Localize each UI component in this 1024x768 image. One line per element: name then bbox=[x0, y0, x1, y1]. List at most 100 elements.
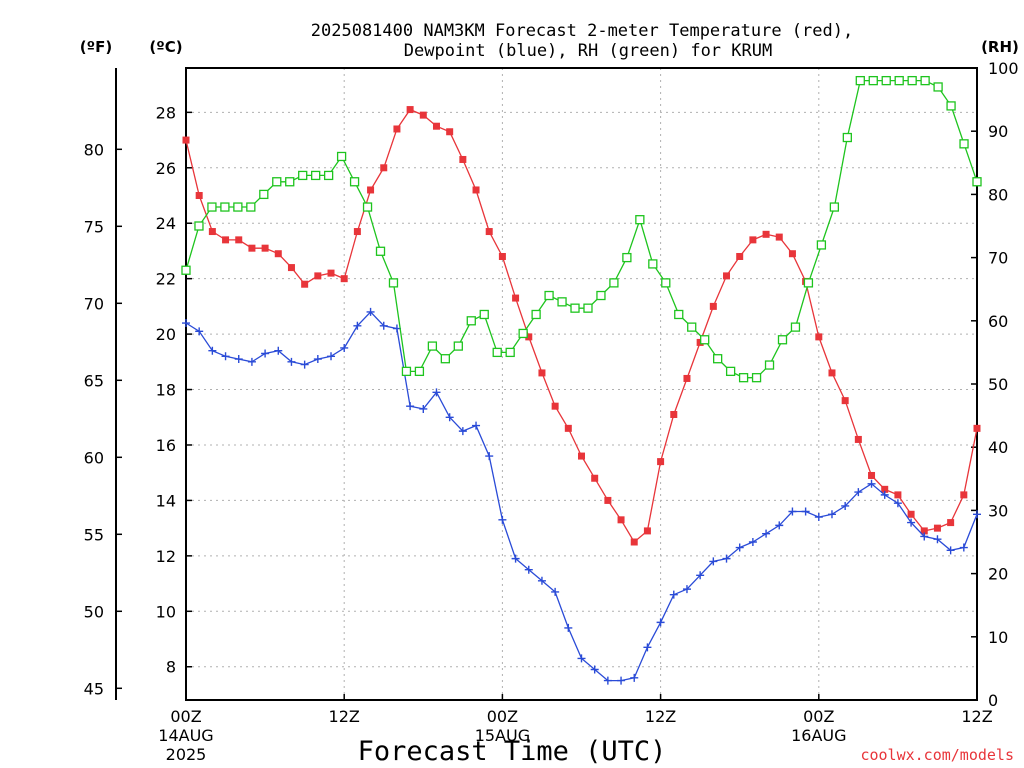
rh-point bbox=[427, 341, 438, 351]
temperature-point bbox=[828, 369, 836, 377]
rh-point bbox=[531, 309, 541, 320]
temperature-point bbox=[868, 471, 876, 479]
rh-point bbox=[816, 240, 827, 250]
temperature-point bbox=[459, 155, 467, 163]
celsius-tick-label: 18 bbox=[156, 381, 176, 400]
rh-point bbox=[609, 278, 619, 288]
temperature-point bbox=[301, 280, 309, 288]
dewpoint-point bbox=[379, 321, 388, 330]
temperature-point bbox=[723, 272, 731, 280]
rh-point bbox=[920, 75, 930, 86]
rh-point bbox=[933, 82, 943, 92]
chart-title-line1: 2025081400 NAM3KM Forecast 2-meter Tempe… bbox=[311, 21, 853, 41]
rh-point bbox=[505, 347, 515, 358]
dewpoint-point bbox=[406, 402, 415, 411]
temperature-point bbox=[775, 233, 783, 241]
dewpoint-point bbox=[920, 532, 929, 541]
rh-point bbox=[298, 170, 308, 181]
rh-tick-label: 80 bbox=[988, 185, 1008, 204]
celsius-tick-label: 24 bbox=[156, 214, 176, 233]
rh-point bbox=[674, 309, 684, 320]
rh-point bbox=[868, 75, 878, 86]
dewpoint-point bbox=[880, 490, 889, 499]
dewpoint-point bbox=[419, 404, 428, 413]
rh-point bbox=[233, 202, 243, 212]
temperature-point bbox=[762, 230, 770, 238]
dewpoint-point bbox=[801, 507, 810, 516]
celsius-tick-label: 26 bbox=[156, 159, 176, 178]
rh-point bbox=[466, 316, 476, 326]
dewpoint-point bbox=[907, 518, 916, 527]
temperature-point bbox=[894, 491, 902, 499]
x-tick-date: 15AUG bbox=[475, 726, 530, 745]
x-tick-label: 12Z bbox=[329, 707, 360, 726]
dewpoint-point bbox=[841, 501, 850, 510]
fahrenheit-tick-label: 65 bbox=[84, 371, 104, 390]
fahrenheit-tick-label: 70 bbox=[84, 294, 104, 313]
rh-point bbox=[453, 341, 463, 351]
rh-point bbox=[323, 170, 334, 181]
dewpoint-point bbox=[854, 488, 863, 497]
dewpoint-point bbox=[775, 521, 784, 530]
celsius-tick-label: 12 bbox=[156, 547, 176, 566]
fahrenheit-tick-label: 80 bbox=[84, 140, 104, 159]
temperature-point bbox=[208, 228, 216, 236]
temperature-point bbox=[485, 228, 493, 236]
rh-point bbox=[388, 278, 399, 288]
dewpoint-point bbox=[287, 357, 296, 366]
celsius-tick-label: 10 bbox=[156, 602, 176, 621]
x-tick-label: 00Z bbox=[170, 707, 201, 726]
rh-tick-label: 30 bbox=[988, 501, 1008, 520]
dewpoint-point bbox=[366, 307, 375, 316]
rh-point bbox=[492, 347, 502, 358]
temperature-point bbox=[709, 302, 717, 310]
temperature-point bbox=[406, 106, 414, 114]
dewpoint-point bbox=[669, 590, 678, 599]
dewpoint-point bbox=[735, 543, 744, 552]
rh-point bbox=[738, 373, 749, 383]
temperature-point bbox=[327, 269, 335, 277]
temperature-point bbox=[248, 244, 256, 252]
grid-lines bbox=[186, 68, 977, 700]
dewpoint-point bbox=[313, 355, 322, 364]
temperature-point bbox=[380, 164, 388, 172]
temperature-point bbox=[815, 333, 823, 341]
dewpoint-point bbox=[511, 554, 520, 563]
x-tick-date: 16AUG bbox=[791, 726, 846, 745]
temperature-point bbox=[512, 294, 520, 302]
temperature-point bbox=[578, 452, 585, 460]
dewpoint-point bbox=[524, 565, 533, 574]
rh-line bbox=[185, 79, 978, 379]
rh-point bbox=[246, 202, 256, 212]
rh-point bbox=[648, 259, 658, 269]
fahrenheit-tick-label: 45 bbox=[84, 679, 104, 698]
rh-point bbox=[635, 215, 645, 225]
dewpoint-point bbox=[933, 535, 942, 544]
rh-point bbox=[362, 202, 373, 212]
rh-point bbox=[700, 335, 710, 345]
celsius-tick-label: 22 bbox=[156, 270, 176, 289]
dewpoint-point bbox=[208, 346, 217, 355]
rh-point bbox=[518, 328, 528, 339]
rh-point bbox=[311, 170, 321, 181]
rh-tick-label: 90 bbox=[988, 122, 1008, 141]
x-tick-label: 00Z bbox=[803, 707, 834, 726]
fahrenheit-tick-label: 50 bbox=[84, 602, 104, 621]
temperature-point bbox=[604, 496, 612, 504]
rh-point bbox=[207, 202, 217, 212]
dewpoint-point bbox=[973, 510, 981, 519]
dewpoint-point bbox=[867, 479, 876, 488]
rh-tick-label: 20 bbox=[988, 565, 1008, 584]
celsius-tick-label: 20 bbox=[156, 325, 176, 344]
rh-point bbox=[687, 322, 697, 332]
dewpoint-point bbox=[221, 352, 230, 361]
temperature-point bbox=[393, 125, 401, 133]
temperature-point bbox=[683, 374, 691, 382]
rh-point bbox=[829, 202, 840, 212]
dewpoint-point bbox=[537, 576, 546, 585]
rh-point bbox=[596, 290, 606, 301]
rh-point bbox=[661, 278, 671, 288]
dewpoint-point bbox=[946, 546, 955, 555]
temperature-point bbox=[973, 424, 981, 432]
